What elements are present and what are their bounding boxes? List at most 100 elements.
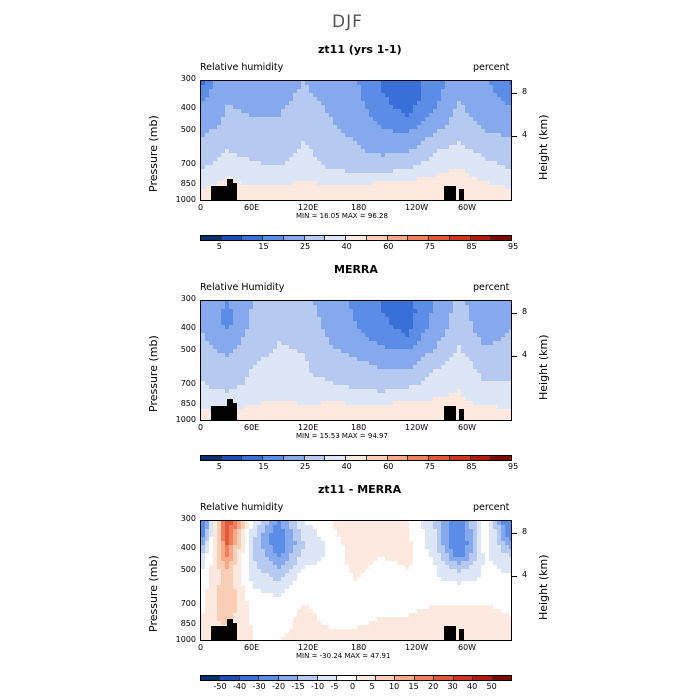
heatmap-cell: [461, 361, 466, 366]
heatmap-cell: [405, 185, 410, 190]
heatmap-cell: [205, 321, 210, 326]
heatmap-cell: [357, 125, 362, 130]
heatmap-cell: [233, 137, 238, 142]
heatmap-cell: [413, 317, 418, 322]
heatmap-cell: [321, 357, 326, 362]
heatmap-cell: [425, 329, 430, 334]
heatmap-cell: [277, 125, 282, 130]
heatmap-cell: [297, 85, 302, 90]
heatmap-cell: [509, 405, 511, 410]
heatmap-cell: [397, 321, 402, 326]
heatmap-cell: [285, 333, 290, 338]
heatmap-cell: [393, 405, 398, 410]
heatmap-cell: [457, 145, 462, 150]
heatmap-cell: [489, 413, 494, 418]
heatmap-cell: [365, 169, 370, 174]
heatmap-cell: [401, 133, 406, 138]
heatmap-cell: [349, 89, 354, 94]
heatmap-cell: [433, 93, 438, 98]
heatmap-svg: [201, 521, 511, 640]
heatmap-cell: [349, 113, 354, 118]
heatmap-cell: [201, 409, 206, 414]
heatmap-cell: [405, 413, 410, 418]
heatmap-cell: [481, 409, 486, 414]
heatmap-cell: [233, 389, 238, 394]
heatmap-cell: [241, 153, 246, 158]
heatmap-cell: [349, 97, 354, 102]
heatmap-cell: [349, 117, 354, 122]
heatmap-cell: [273, 181, 278, 186]
heatmap-cell: [209, 177, 214, 182]
heatmap-cell: [357, 389, 362, 394]
heatmap-cell: [317, 353, 322, 358]
heatmap-cell: [281, 341, 286, 346]
heatmap-cell: [353, 93, 358, 98]
heatmap-cell: [329, 417, 334, 420]
heatmap-cell: [477, 137, 482, 142]
heatmap-cell: [449, 97, 454, 102]
heatmap-cell: [441, 333, 446, 338]
heatmap-cell: [437, 193, 442, 198]
heatmap-cell: [497, 349, 502, 354]
heatmap-cell: [453, 177, 458, 182]
heatmap-cell: [289, 385, 294, 390]
heatmap-cell: [329, 317, 334, 322]
heatmap-cell: [397, 345, 402, 350]
heatmap-cell: [285, 129, 290, 134]
heatmap-cell: [493, 149, 498, 154]
heatmap-cell: [457, 185, 462, 190]
heatmap-cell: [461, 137, 466, 142]
heatmap-cell: [397, 189, 402, 194]
heatmap-cell: [401, 169, 406, 174]
heatmap-cell: [333, 377, 338, 382]
heatmap-cell: [437, 341, 442, 346]
heatmap-cell: [249, 333, 254, 338]
heatmap-cell: [417, 361, 422, 366]
heatmap-cell: [437, 189, 442, 194]
heatmap-cell: [413, 353, 418, 358]
heatmap-cell: [441, 337, 446, 342]
heatmap-cell: [441, 161, 446, 166]
heatmap-cell: [469, 309, 474, 314]
heatmap-cell: [389, 81, 394, 86]
heatmap-cell: [229, 157, 234, 162]
heatmap-cell: [469, 381, 474, 386]
heatmap-cell: [377, 121, 382, 126]
heatmap-cell: [357, 317, 362, 322]
heatmap-cell: [509, 101, 511, 106]
heatmap-cell: [473, 89, 478, 94]
heatmap-cell: [433, 389, 438, 394]
heatmap-cell: [389, 141, 394, 146]
heatmap-cell: [481, 125, 486, 130]
heatmap-cell: [477, 361, 482, 366]
heatmap-cell: [453, 101, 458, 106]
heatmap-cell: [381, 117, 386, 122]
heatmap-cell: [357, 173, 362, 178]
heatmap-cell: [265, 325, 270, 330]
heatmap-cell: [397, 353, 402, 358]
heatmap-cell: [361, 397, 366, 402]
heatmap-cell: [489, 305, 494, 310]
heatmap-cell: [201, 149, 206, 154]
heatmap-cell: [377, 141, 382, 146]
heatmap-cell: [253, 121, 258, 126]
heatmap-cell: [325, 97, 330, 102]
heatmap-cell: [365, 181, 370, 186]
heatmap-cell: [473, 129, 478, 134]
heatmap-cell: [477, 377, 482, 382]
heatmap-cell: [349, 369, 354, 374]
heatmap-cell: [369, 525, 374, 530]
heatmap-cell: [201, 369, 206, 374]
heatmap-cell: [493, 193, 498, 198]
heatmap-cell: [461, 325, 466, 330]
heatmap-cell: [265, 169, 270, 174]
heatmap-cell: [429, 125, 434, 130]
heatmap-cell: [397, 109, 402, 114]
heatmap-cell: [321, 117, 326, 122]
heatmap-cell: [409, 185, 414, 190]
heatmap-cell: [401, 197, 406, 200]
heatmap-cell: [365, 341, 370, 346]
heatmap-cell: [361, 153, 366, 158]
heatmap-cell: [465, 357, 470, 362]
heatmap-cell: [293, 157, 298, 162]
